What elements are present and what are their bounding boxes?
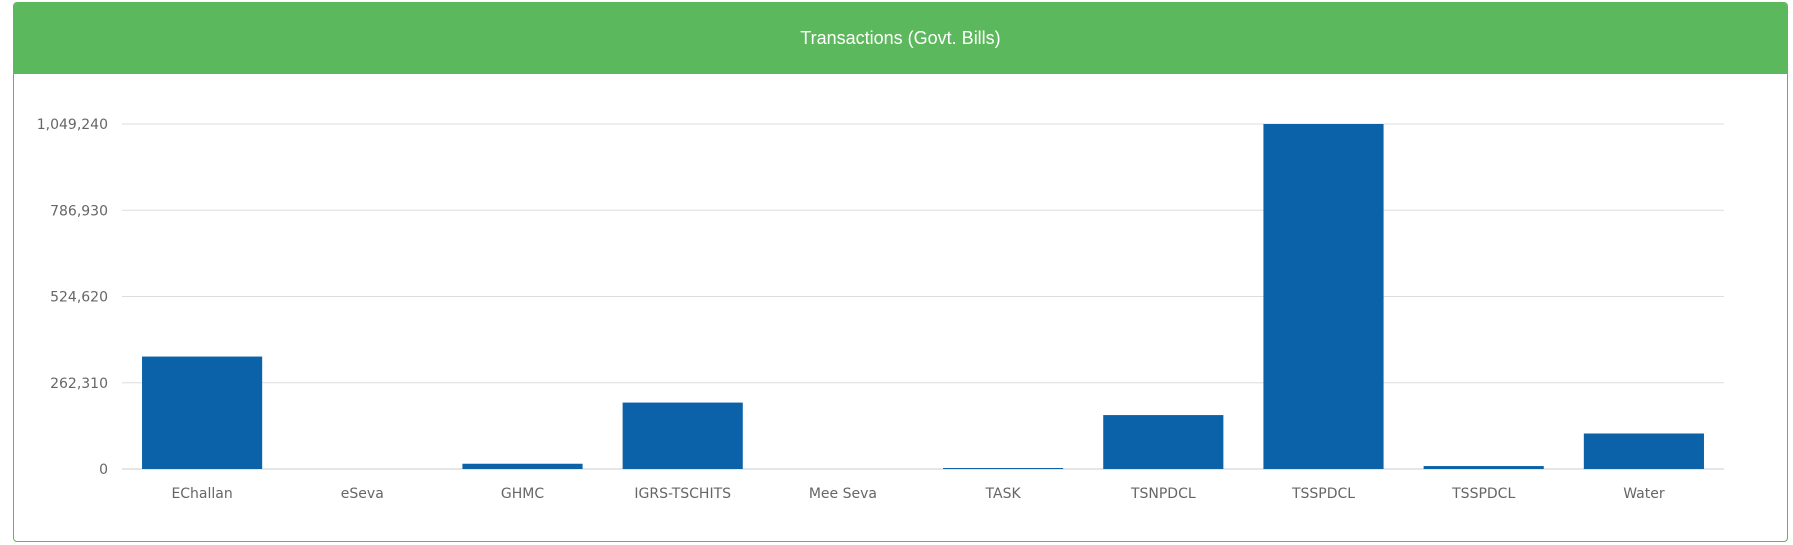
bar xyxy=(622,402,743,469)
x-tick-label: EChallan xyxy=(171,486,232,502)
x-tick-label: IGRS-TSCHITS xyxy=(634,486,731,502)
y-tick-label: 1,049,240 xyxy=(37,117,108,133)
panel-heading: Transactions (Govt. Bills) xyxy=(14,3,1787,74)
y-tick-label: 262,310 xyxy=(50,376,108,392)
bar xyxy=(1583,433,1704,469)
chart-area: 0 262,310 524,620 786,930 1,049,240 EChallan e… xyxy=(14,74,1789,541)
x-tick-label: TSSPDCL xyxy=(1451,486,1515,502)
x-tick-label: eSeva xyxy=(341,486,384,502)
x-tick-label: GHMC xyxy=(501,486,544,502)
chart-title: Transactions (Govt. Bills) xyxy=(800,28,1001,48)
bar-chart: 0 262,310 524,620 786,930 1,049,240 EChallan e… xyxy=(37,117,1724,502)
bar xyxy=(1103,415,1224,469)
bar xyxy=(1423,466,1544,469)
x-tick-label: TSNPDCL xyxy=(1130,486,1196,502)
bar xyxy=(943,468,1064,469)
x-tick-label: Water xyxy=(1623,486,1665,502)
transactions-panel: Transactions (Govt. Bills) 0 262,310 524,6… xyxy=(13,2,1788,542)
bar xyxy=(462,463,583,469)
x-tick-label: TSSPDCL xyxy=(1291,486,1355,502)
y-tick-label: 0 xyxy=(99,462,108,478)
y-tick-label: 786,930 xyxy=(50,203,108,219)
bar xyxy=(142,356,263,469)
x-tick-label: TASK xyxy=(985,486,1022,502)
bar xyxy=(1263,124,1384,469)
x-tick-label: Mee Seva xyxy=(809,486,877,502)
y-tick-label: 524,620 xyxy=(50,290,108,306)
